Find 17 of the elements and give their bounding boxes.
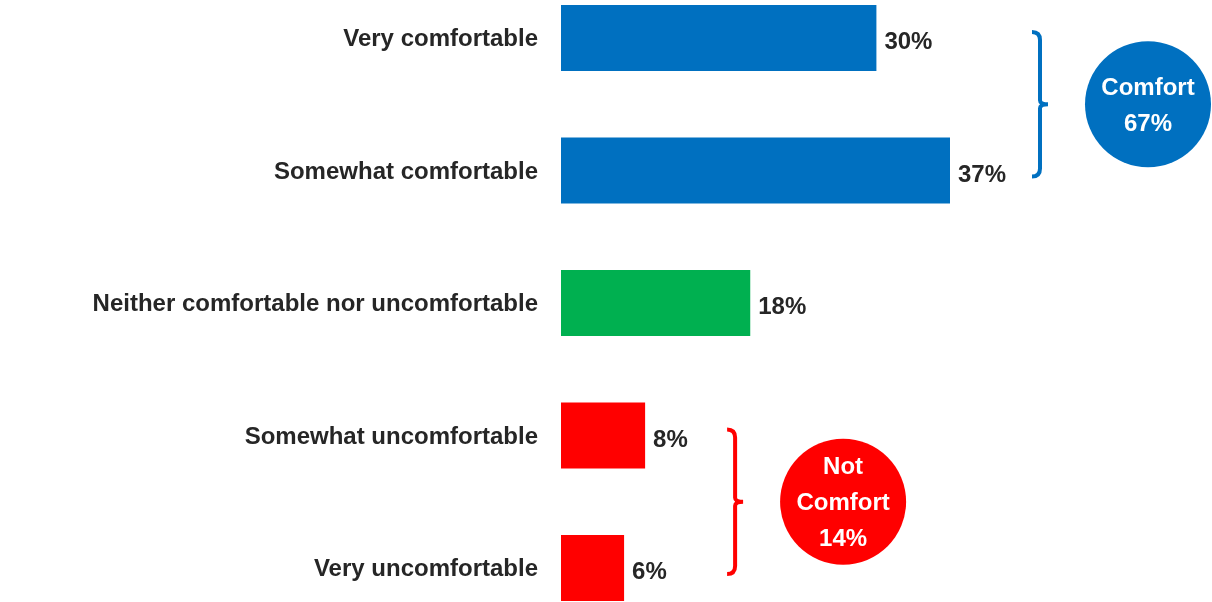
bar <box>561 137 950 204</box>
data-label: 37% <box>958 159 1007 187</box>
bar <box>561 402 646 469</box>
y-tick-label: Somewhat uncomfortable <box>244 421 538 449</box>
annotation: Not Comfort 14% <box>796 452 890 552</box>
bar <box>561 5 877 71</box>
data-label: 8% <box>653 424 688 452</box>
y-tick-label: Very uncomfortable <box>313 554 538 582</box>
y-tick-label: Neither comfortable nor uncomfortable <box>92 289 538 317</box>
data-label: 30% <box>884 27 933 55</box>
y-tick-label: Very comfortable <box>343 24 538 52</box>
bar <box>561 270 751 336</box>
text: Comfort 67% <box>1101 72 1195 136</box>
y-tick-label: Somewhat comfortable <box>273 156 538 184</box>
bar <box>561 535 625 601</box>
data-label: 18% <box>758 292 807 320</box>
data-label: 6% <box>632 557 667 585</box>
